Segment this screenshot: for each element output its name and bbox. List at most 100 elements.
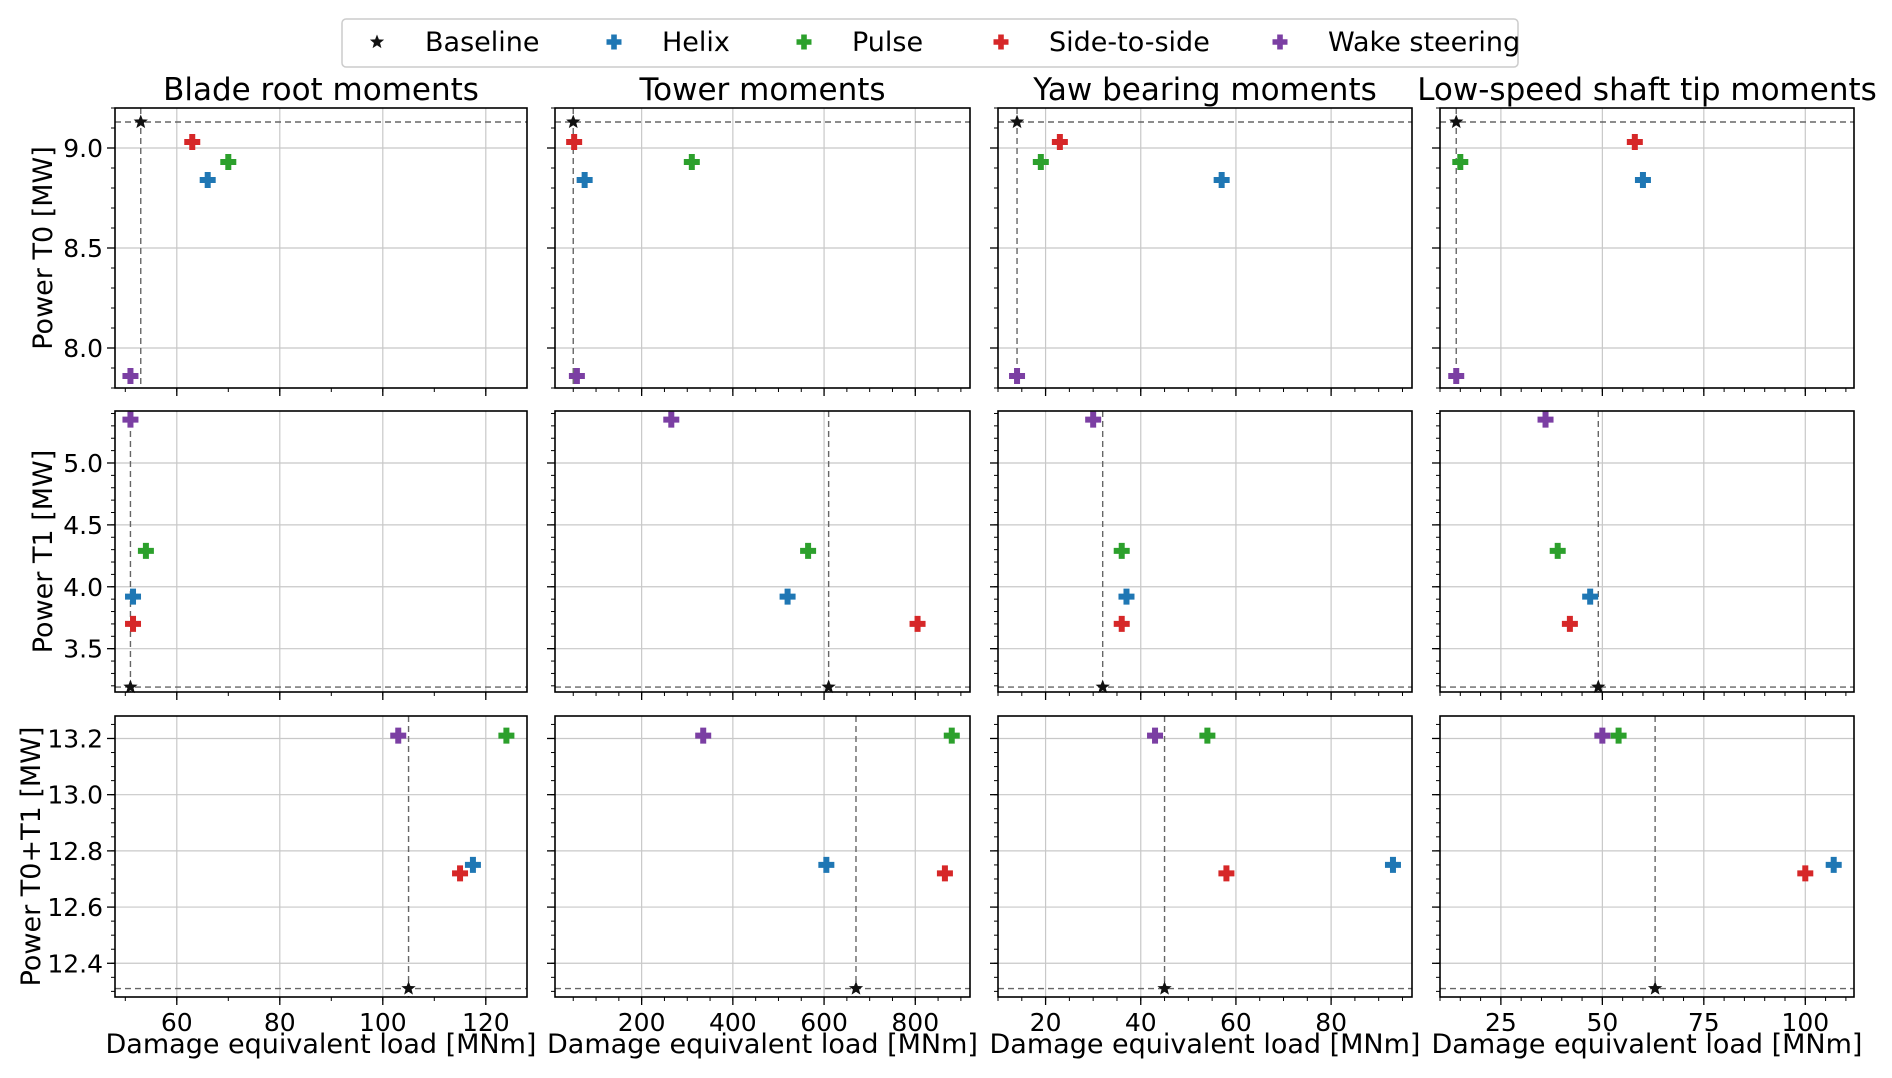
point-wake-steering [390, 727, 407, 744]
y-tick-label: 4.5 [63, 511, 103, 540]
x-tick-label: 80 [264, 1008, 296, 1037]
x-tick-label: 100 [1781, 1008, 1829, 1037]
panel-frame [554, 715, 971, 998]
panel-r1-c2 [990, 410, 1413, 700]
legend-label: Side-to-side [1049, 27, 1210, 58]
panel-frame [1439, 107, 1855, 389]
legend-entry-pulse: Pulse [796, 27, 923, 58]
panel-title: Tower moments [638, 72, 885, 108]
point-side-to-side [1051, 134, 1068, 150]
point-baseline [848, 981, 864, 995]
point-helix [199, 172, 216, 188]
point-pulse [800, 542, 817, 559]
point-wake-steering [1537, 411, 1554, 428]
point-wake-steering [122, 368, 139, 384]
panel-frame [1439, 410, 1855, 693]
panel-title: Yaw bearing moments [1032, 72, 1377, 108]
point-side-to-side [1797, 865, 1814, 882]
panel-frame [114, 107, 528, 389]
point-wake-steering [1009, 368, 1026, 384]
point-wake-steering [663, 411, 680, 428]
point-side-to-side [184, 134, 201, 150]
point-helix [125, 588, 142, 605]
y-tick-label: 8.0 [63, 334, 103, 363]
point-helix [1384, 856, 1401, 873]
panels: Blade root moments Tower moments Yaw beari… [16, 72, 1877, 1060]
point-wake-steering [1448, 368, 1465, 384]
x-tick-label: 50 [1586, 1008, 1618, 1037]
point-wake-steering [1594, 727, 1611, 744]
panel-frame [554, 410, 971, 693]
point-baseline [1095, 679, 1110, 694]
point-pulse [137, 542, 154, 559]
x-tick-label: 25 [1485, 1008, 1517, 1037]
y-tick-label: 12.4 [47, 949, 103, 978]
y-tick-label: 4.0 [63, 573, 103, 602]
x-tick-label: 100 [359, 1008, 407, 1037]
point-side-to-side [909, 615, 926, 632]
point-wake-steering [1147, 727, 1164, 744]
x-axis-label: Damage equivalent load [MNm] [990, 1029, 1421, 1060]
point-pulse [1199, 727, 1216, 744]
panel-r2-c2: 20 40 60 80 [990, 715, 1413, 1037]
y-tick-label: 3.5 [63, 635, 103, 664]
x-tick-label: 600 [800, 1008, 848, 1037]
legend-label: Wake steering [1328, 27, 1520, 58]
point-side-to-side [1113, 615, 1130, 632]
legend: Baseline Helix Pulse Side-to-side Wake steer… [341, 18, 1520, 68]
legend-entry-wake-steering: Wake steering [1272, 27, 1520, 58]
point-side-to-side [1626, 134, 1643, 150]
panel-frame [997, 107, 1413, 389]
point-side-to-side [125, 615, 142, 632]
point-pulse [498, 727, 515, 744]
x-tick-label: 200 [618, 1008, 666, 1037]
legend-frame [341, 18, 1519, 68]
y-tick-label: 5.0 [63, 449, 103, 478]
legend-label: Baseline [425, 27, 539, 58]
panel-r2-c1: 200 400 600 800 [547, 715, 971, 1037]
panel-r2-c0: 60 80 100 120 12.4 12.6 12.8 13.0 13.2 [47, 715, 528, 1037]
point-side-to-side [566, 134, 583, 150]
panel-frame [997, 410, 1413, 693]
point-baseline [1449, 114, 1464, 129]
x-tick-label: 60 [161, 1008, 193, 1037]
x-tick-label: 120 [462, 1008, 510, 1037]
point-wake-steering [568, 368, 585, 384]
point-helix [818, 856, 835, 873]
point-helix [779, 588, 796, 605]
legend-marker-plus [993, 34, 1009, 50]
panel-frame [1439, 715, 1855, 998]
legend-label: Pulse [852, 27, 923, 58]
point-helix [1634, 172, 1651, 188]
point-pulse [683, 154, 700, 170]
x-tick-label: 80 [1315, 1008, 1347, 1037]
y-tick-label: 13.2 [47, 724, 103, 753]
point-baseline [821, 679, 836, 694]
panel-frame [997, 715, 1413, 998]
y-tick-label: 9.0 [63, 134, 103, 163]
panel-frame [114, 410, 528, 693]
x-tick-label: 40 [1125, 1008, 1157, 1037]
x-tick-label: 20 [1030, 1008, 1062, 1037]
y-axis-label: Power T1 [MW] [28, 450, 59, 654]
point-pulse [1452, 154, 1469, 170]
point-pulse [1113, 542, 1130, 559]
point-baseline [123, 679, 138, 694]
point-baseline [1009, 114, 1025, 129]
panel-title: Blade root moments [163, 72, 479, 108]
point-wake-steering [1085, 411, 1102, 428]
point-helix [1118, 588, 1135, 605]
y-tick-label: 12.6 [47, 893, 103, 922]
point-baseline [1647, 981, 1663, 995]
point-pulse [220, 154, 237, 170]
panel-r2-c3: 25 50 75 100 [1432, 715, 1855, 1037]
y-tick-label: 12.8 [47, 837, 103, 866]
point-baseline [133, 114, 148, 129]
y-tick-label: 13.0 [47, 781, 103, 810]
legend-entry-baseline: Baseline [369, 27, 539, 58]
x-tick-label: 60 [1220, 1008, 1252, 1037]
legend-entry-side-to-side: Side-to-side [993, 27, 1210, 58]
point-pulse [1610, 727, 1627, 744]
panel-r1-c1 [547, 410, 971, 700]
